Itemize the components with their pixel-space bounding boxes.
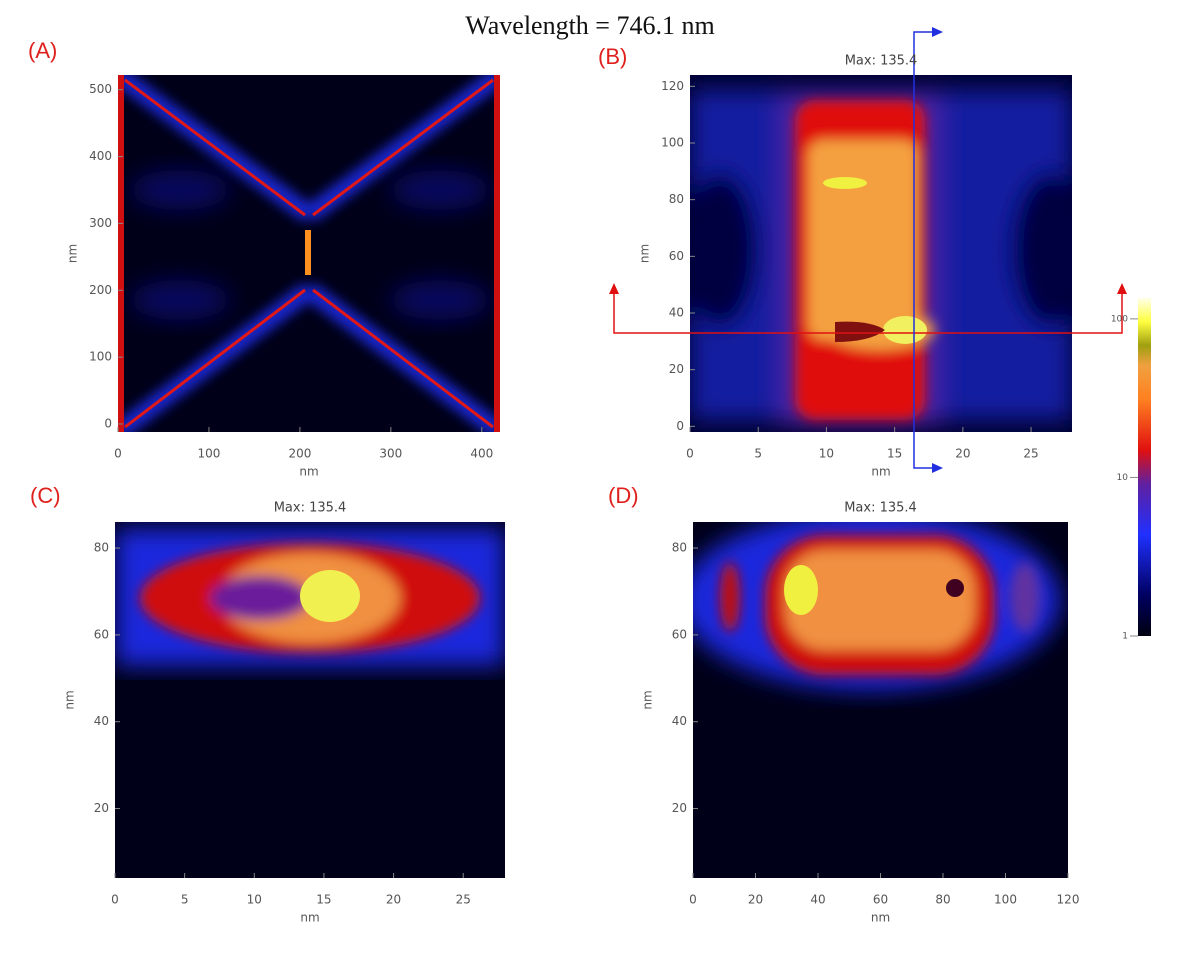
y-tick-label: 60	[669, 249, 684, 263]
panel-label: (B)	[598, 44, 627, 69]
x-tick-label: 100	[197, 447, 220, 461]
x-tick-label: 100	[994, 893, 1017, 907]
y-tick-label: 60	[672, 627, 687, 641]
colorbar-tick-label: 10	[1117, 473, 1129, 483]
y-tick-label: 100	[661, 136, 684, 150]
y-tick-label: 80	[669, 192, 684, 206]
field-map-d	[693, 522, 1068, 878]
x-tick-label: 25	[456, 893, 471, 907]
x-tick-label: 80	[935, 893, 950, 907]
y-tick-label: 40	[94, 714, 109, 728]
y-axis-label: nm	[66, 244, 80, 263]
x-tick-label: 40	[810, 893, 825, 907]
x-tick-label: 120	[1057, 893, 1080, 907]
x-axis-label: nm	[300, 911, 319, 925]
x-tick-label: 200	[288, 447, 311, 461]
y-tick-label: 80	[672, 541, 687, 555]
y-tick-label: 200	[89, 283, 112, 297]
panel-subtitle: Max: 135.4	[274, 501, 347, 516]
x-tick-label: 300	[379, 447, 402, 461]
y-tick-label: 80	[94, 541, 109, 555]
y-tick-label: 40	[669, 306, 684, 320]
x-tick-label: 0	[686, 447, 694, 461]
y-tick-label: 500	[89, 82, 112, 96]
x-tick-label: 20	[748, 893, 763, 907]
x-tick-label: 0	[114, 447, 122, 461]
x-tick-label: 10	[819, 447, 834, 461]
y-tick-label: 120	[661, 79, 684, 93]
y-tick-label: 0	[104, 416, 112, 430]
x-tick-label: 25	[1023, 447, 1038, 461]
y-axis-label: nm	[638, 244, 652, 263]
field-map-c	[115, 522, 505, 878]
colorbar	[1138, 298, 1151, 636]
colorbar-tick-label: 100	[1111, 314, 1128, 324]
y-tick-label: 20	[672, 801, 687, 815]
x-tick-label: 60	[873, 893, 888, 907]
field-map-a	[118, 75, 500, 432]
y-tick-label: 100	[89, 350, 112, 364]
x-tick-label: 400	[470, 447, 493, 461]
y-tick-label: 400	[89, 149, 112, 163]
y-tick-label: 300	[89, 216, 112, 230]
panel-subtitle: Max: 135.4	[844, 501, 917, 516]
figure-title: Wavelength = 746.1 nm	[465, 11, 714, 40]
field-map-b	[690, 75, 1072, 432]
y-tick-label: 20	[94, 801, 109, 815]
y-tick-label: 0	[676, 419, 684, 433]
x-tick-label: 0	[111, 893, 119, 907]
y-axis-label: nm	[641, 690, 655, 709]
panel-label: (C)	[30, 483, 61, 508]
x-tick-label: 20	[386, 893, 401, 907]
x-axis-label: nm	[299, 465, 318, 479]
panel-label: (D)	[608, 483, 639, 508]
x-axis-label: nm	[871, 911, 890, 925]
panel-subtitle: Max: 135.4	[845, 54, 918, 69]
x-tick-label: 5	[181, 893, 189, 907]
y-tick-label: 60	[94, 627, 109, 641]
x-tick-label: 10	[247, 893, 262, 907]
x-tick-label: 5	[754, 447, 762, 461]
y-tick-label: 20	[669, 362, 684, 376]
x-tick-label: 20	[955, 447, 970, 461]
y-axis-label: nm	[63, 690, 77, 709]
x-tick-label: 15	[316, 893, 331, 907]
x-axis-label: nm	[871, 465, 890, 479]
x-tick-label: 15	[887, 447, 902, 461]
y-tick-label: 40	[672, 714, 687, 728]
section-lines	[609, 27, 1127, 473]
colorbar-tick-label: 1	[1122, 632, 1128, 642]
panel-label: (A)	[28, 38, 57, 63]
x-tick-label: 0	[689, 893, 697, 907]
